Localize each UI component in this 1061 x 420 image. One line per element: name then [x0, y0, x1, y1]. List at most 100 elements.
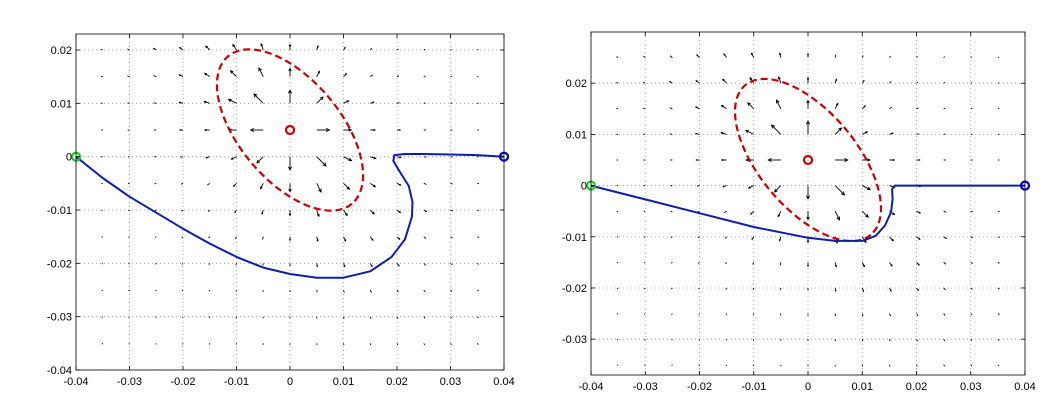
field-arrow [806, 120, 810, 135]
field-arrow [227, 98, 237, 104]
y-tick-label: -0.04 [47, 365, 72, 377]
field-arrow [370, 128, 377, 132]
field-arrow [423, 236, 427, 239]
field-arrow [450, 48, 452, 51]
field-arrow [288, 156, 292, 171]
field-arrow [725, 338, 728, 341]
field-arrow [861, 79, 865, 84]
obstacle-center-marker [284, 124, 296, 136]
field-arrow [777, 210, 782, 218]
field-arrow [128, 236, 130, 238]
field-arrow [720, 104, 727, 110]
field-arrow [807, 262, 809, 268]
field-arrow [669, 133, 673, 135]
field-arrow [450, 182, 453, 185]
field-arrow [696, 185, 700, 187]
field-arrow [720, 131, 727, 135]
x-tick-label: 0.02 [906, 381, 927, 393]
field-arrow [288, 67, 292, 77]
field-arrow [752, 262, 755, 265]
field-arrow [476, 343, 479, 345]
x-tick-label: 0.01 [333, 376, 354, 388]
trajectory-line [75, 153, 505, 279]
field-arrow [343, 128, 353, 132]
x-tick-label: -0.01 [741, 381, 766, 393]
field-arrow [750, 210, 755, 215]
field-arrow [369, 48, 373, 51]
field-arrow [916, 159, 921, 161]
field-arrow [970, 56, 973, 58]
x-tick-label: 0.03 [440, 376, 461, 388]
field-arrow [669, 55, 673, 58]
field-arrow [997, 82, 1000, 84]
field-arrow [834, 210, 840, 221]
grid [590, 32, 1026, 375]
field-arrow [249, 128, 264, 132]
field-arrow [778, 76, 782, 84]
y-tick-label: -0.01 [562, 232, 587, 244]
field-arrow [181, 289, 184, 292]
field-arrow [205, 156, 210, 159]
field-arrow [807, 52, 809, 58]
vector-field [76, 42, 504, 370]
field-arrow [778, 236, 782, 242]
y-tick-label: -0.03 [47, 312, 72, 324]
field-arrow [101, 289, 104, 292]
field-arrow [232, 183, 237, 187]
field-arrow [423, 343, 426, 346]
y-tick-label: 0 [581, 181, 587, 193]
x-tick-label: 0 [287, 376, 293, 388]
field-arrow [671, 338, 673, 341]
field-arrow [316, 236, 319, 242]
field-arrow [943, 287, 946, 291]
field-arrow [370, 182, 377, 188]
field-arrow [943, 338, 946, 342]
field-arrow [644, 313, 646, 315]
field-arrow [751, 236, 755, 241]
field-arrow [861, 210, 869, 218]
x-tick-label: -0.03 [633, 381, 658, 393]
field-arrow [806, 185, 810, 200]
field-arrow [316, 183, 322, 193]
field-arrow [101, 343, 104, 345]
field-arrow [396, 236, 401, 241]
field-arrow [178, 46, 184, 51]
field-arrow [288, 210, 292, 217]
field-arrow [916, 364, 918, 367]
field-arrow [943, 262, 947, 265]
field-arrow [861, 105, 866, 110]
field-arrow [396, 289, 399, 293]
field-arrow [343, 263, 346, 268]
field-arrow [101, 316, 104, 318]
field-arrow [423, 156, 427, 158]
field-arrow [643, 236, 646, 238]
field-arrow [767, 157, 781, 162]
field-arrow [369, 289, 372, 293]
field-arrow [476, 316, 479, 319]
field-arrow [100, 48, 103, 51]
field-arrow [230, 156, 237, 160]
field-arrow [970, 338, 973, 341]
field-arrow [235, 236, 237, 239]
x-tick-label: -0.01 [224, 376, 249, 388]
field-arrow [643, 287, 646, 290]
field-arrow [698, 313, 700, 315]
field-arrow [889, 81, 892, 84]
field-arrow [834, 78, 838, 84]
field-arrow [726, 32, 727, 33]
field-arrow [450, 316, 453, 319]
field-arrow [834, 54, 837, 58]
field-arrow [720, 158, 727, 162]
x-tick-label: 0 [805, 381, 811, 393]
field-arrow [343, 316, 345, 319]
field-arrow [423, 182, 427, 185]
field-arrow [835, 157, 849, 162]
x-tick-label: 0.04 [1014, 381, 1035, 393]
field-arrow [694, 106, 700, 110]
field-arrow [722, 78, 727, 84]
field-arrow [477, 209, 480, 212]
field-arrow [128, 289, 130, 292]
field-arrow [260, 42, 264, 51]
field-arrow [670, 262, 673, 264]
